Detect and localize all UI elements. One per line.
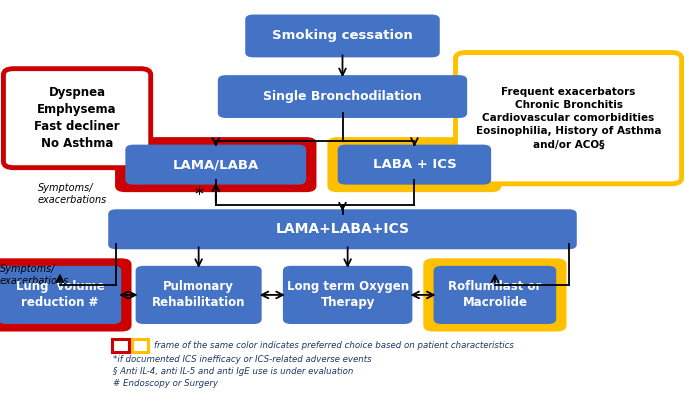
Text: Roflumilast or
Macrolide: Roflumilast or Macrolide	[448, 280, 542, 309]
Text: § Anti IL-4, anti IL-5 and anti IgE use is under evaluation: § Anti IL-4, anti IL-5 and anti IgE use …	[113, 367, 353, 376]
FancyBboxPatch shape	[338, 145, 491, 185]
FancyBboxPatch shape	[245, 15, 440, 57]
Text: frame of the same color indicates preferred choice based on patient characterist: frame of the same color indicates prefer…	[154, 341, 514, 349]
FancyBboxPatch shape	[218, 75, 467, 118]
FancyBboxPatch shape	[0, 266, 121, 324]
Text: *if documented ICS inefficacy or ICS-related adverse events: *if documented ICS inefficacy or ICS-rel…	[113, 355, 372, 364]
FancyBboxPatch shape	[115, 137, 316, 192]
Text: LABA + ICS: LABA + ICS	[373, 158, 456, 171]
Text: Symptoms/
exacerbations: Symptoms/ exacerbations	[38, 183, 107, 205]
Text: LAMA+LABA+ICS: LAMA+LABA+ICS	[275, 222, 410, 236]
Text: Lung  volume
reduction #: Lung volume reduction #	[16, 280, 104, 309]
FancyBboxPatch shape	[283, 266, 412, 324]
Text: Symptoms/
exacerbations: Symptoms/ exacerbations	[0, 264, 69, 286]
FancyBboxPatch shape	[0, 258, 132, 332]
FancyBboxPatch shape	[112, 339, 129, 352]
FancyBboxPatch shape	[456, 53, 682, 184]
Text: Pulmonary
Rehabilitation: Pulmonary Rehabilitation	[152, 280, 245, 309]
Text: Frequent exacerbators
Chronic Bronchitis
Cardiovascular comorbidities
Eosinophil: Frequent exacerbators Chronic Bronchitis…	[476, 87, 661, 149]
FancyBboxPatch shape	[434, 266, 556, 324]
FancyBboxPatch shape	[423, 258, 566, 332]
Text: # Endoscopy or Surgery: # Endoscopy or Surgery	[113, 379, 218, 388]
Text: *: *	[194, 186, 203, 204]
Text: Smoking cessation: Smoking cessation	[272, 29, 413, 42]
Text: Long term Oxygen
Therapy: Long term Oxygen Therapy	[286, 280, 409, 309]
FancyBboxPatch shape	[327, 137, 501, 192]
FancyBboxPatch shape	[3, 69, 151, 168]
FancyBboxPatch shape	[136, 266, 262, 324]
Text: LAMA/LABA: LAMA/LABA	[173, 158, 259, 171]
FancyBboxPatch shape	[125, 145, 306, 185]
FancyBboxPatch shape	[108, 209, 577, 249]
Text: Dyspnea
Emphysema
Fast decliner
No Asthma: Dyspnea Emphysema Fast decliner No Asthm…	[34, 86, 120, 150]
FancyBboxPatch shape	[132, 339, 148, 352]
Text: Single Bronchodilation: Single Bronchodilation	[263, 90, 422, 103]
